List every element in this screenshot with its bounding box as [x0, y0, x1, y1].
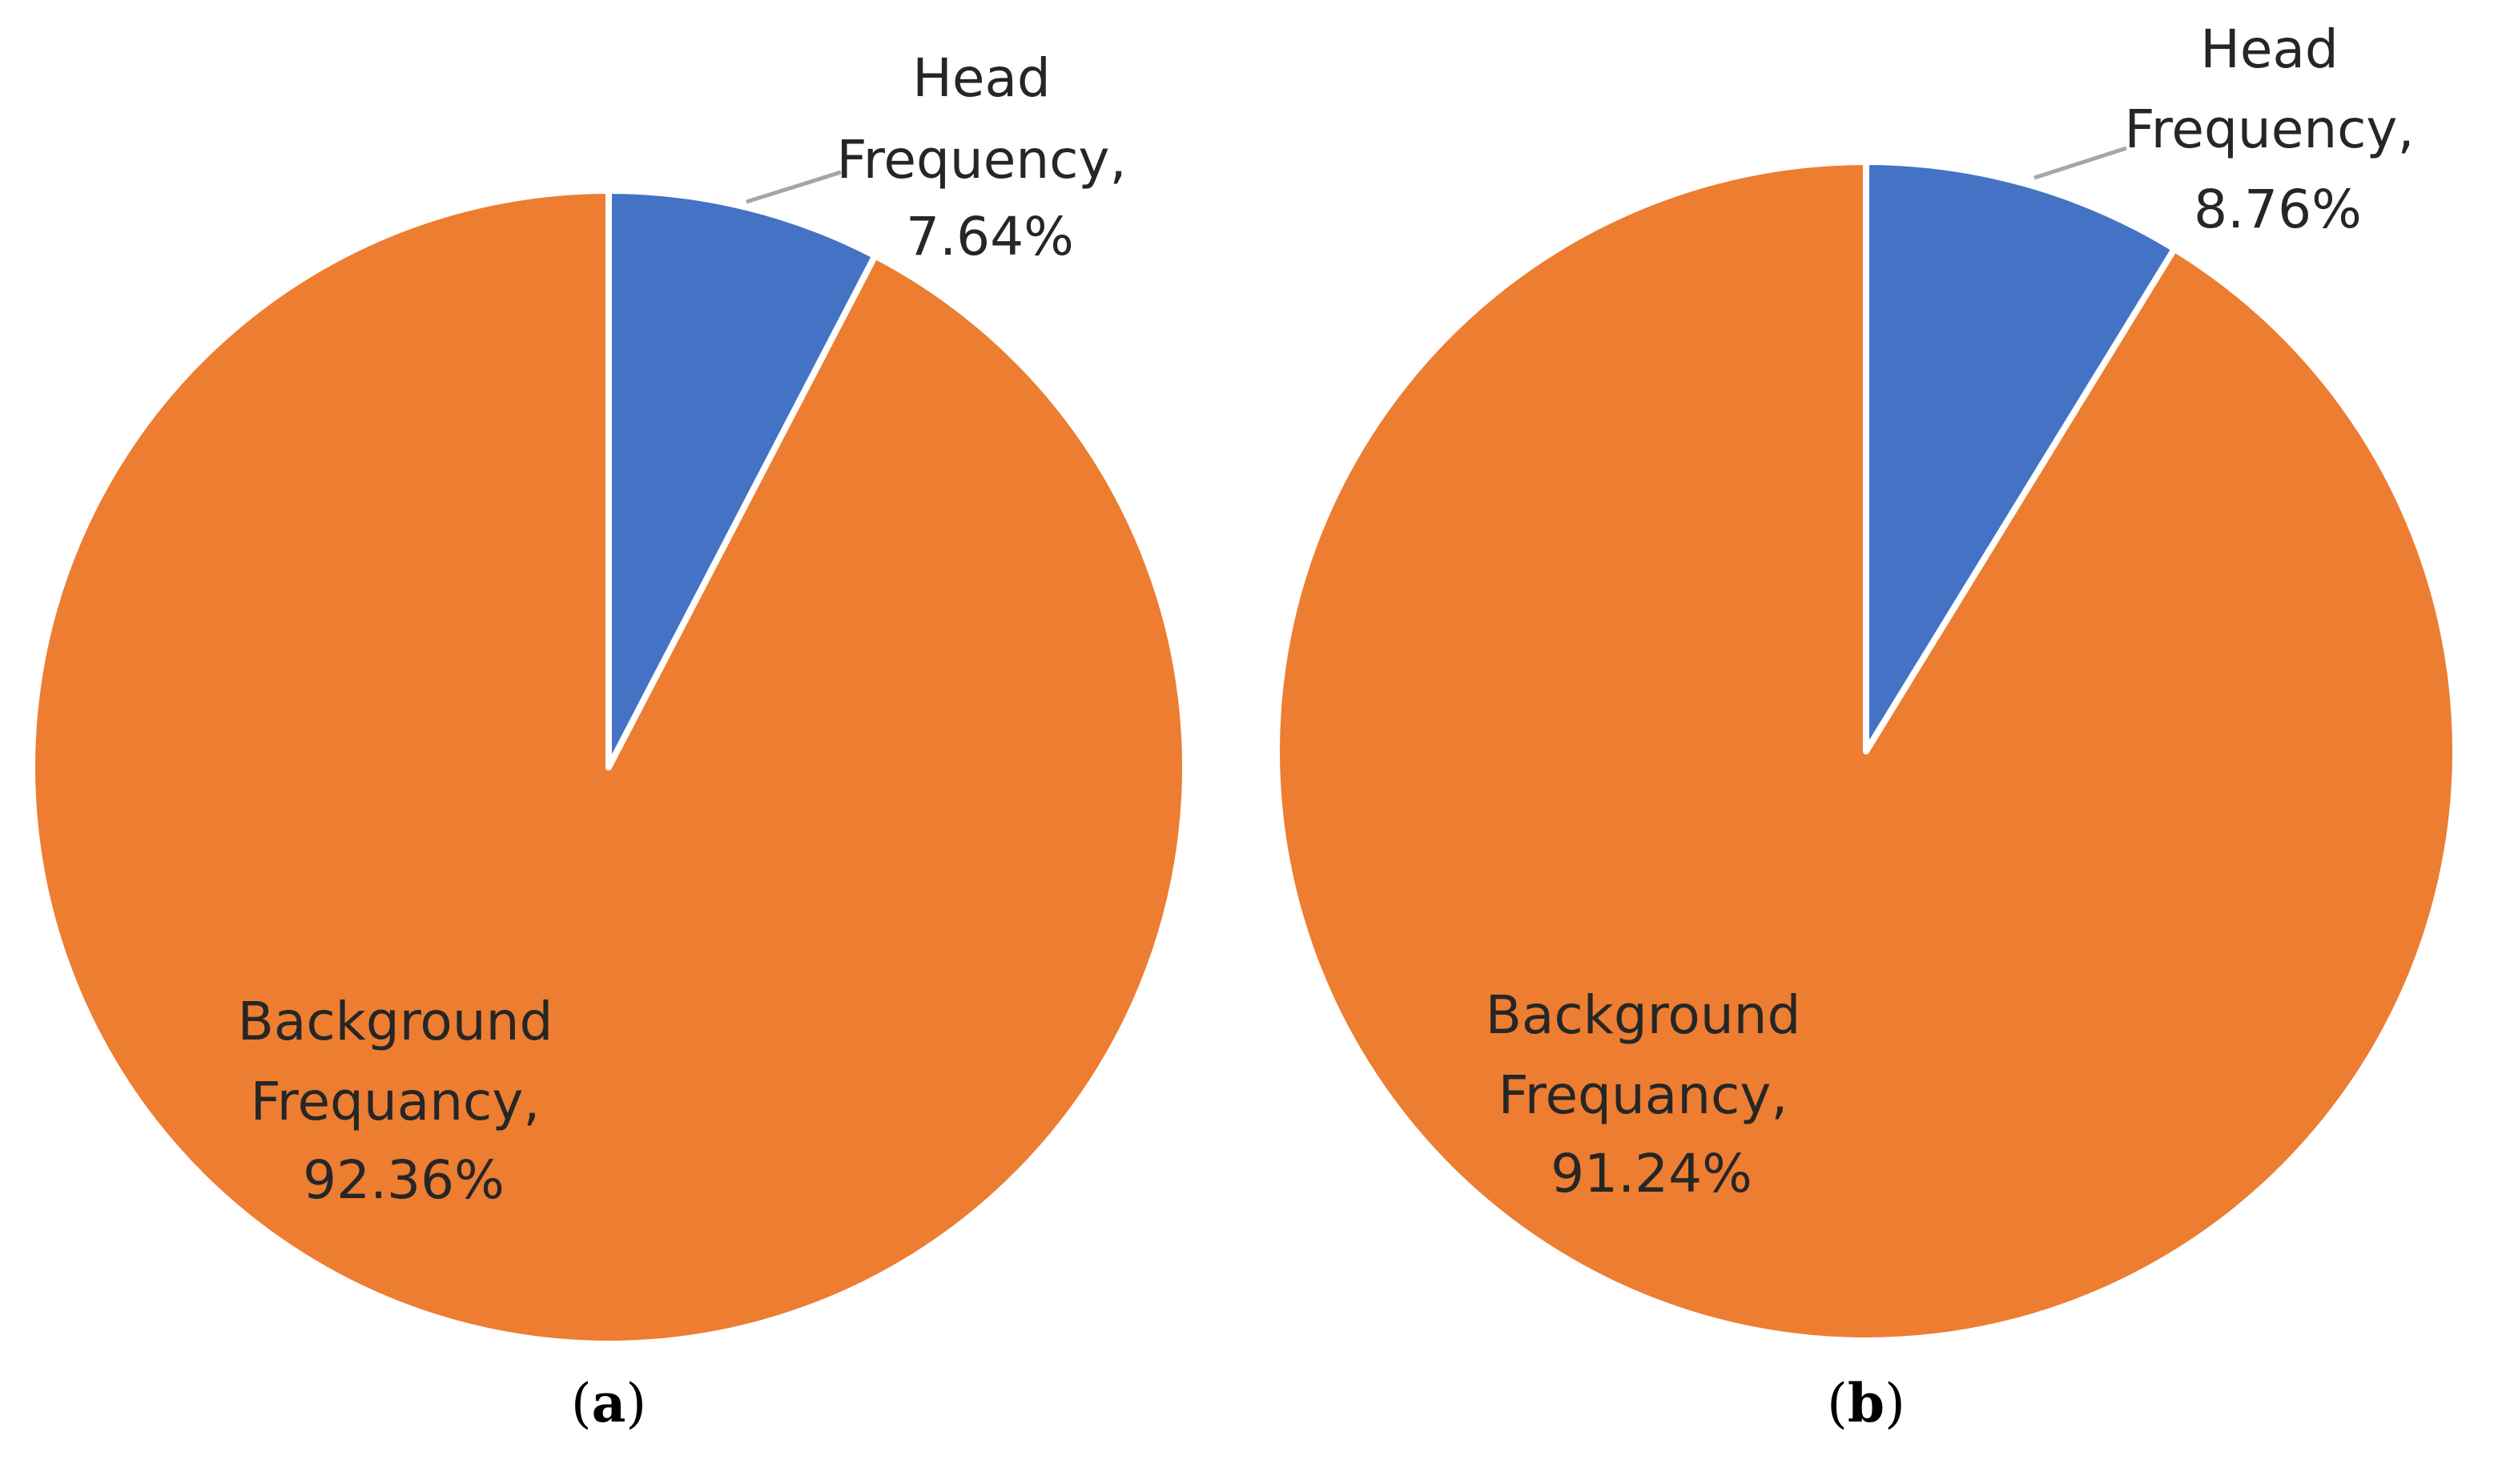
pie-chart-a: Head Frequency, 7.64% Background Frequan… [29, 47, 1189, 1434]
slice-label-head: Head Frequency, 7.64% [837, 47, 1144, 267]
leader-line-head [746, 170, 842, 204]
pie-slice-head-frequency [605, 187, 879, 770]
panel-label-a: (a) [571, 1372, 646, 1434]
panel-label-b: (b) [1827, 1372, 1905, 1434]
slice-label-background: Background Frequancy, 92.36% [238, 991, 570, 1211]
pie-slice-head-frequency [1863, 159, 2178, 754]
leader-line-head [2033, 146, 2127, 180]
slice-label-head: Head Frequency, 8.76% [2125, 18, 2432, 240]
slice-label-background: Background Frequancy, 91.24% [1486, 984, 1818, 1204]
pie-chart-b: Head Frequency, 8.76% Background Frequan… [1273, 18, 2459, 1434]
